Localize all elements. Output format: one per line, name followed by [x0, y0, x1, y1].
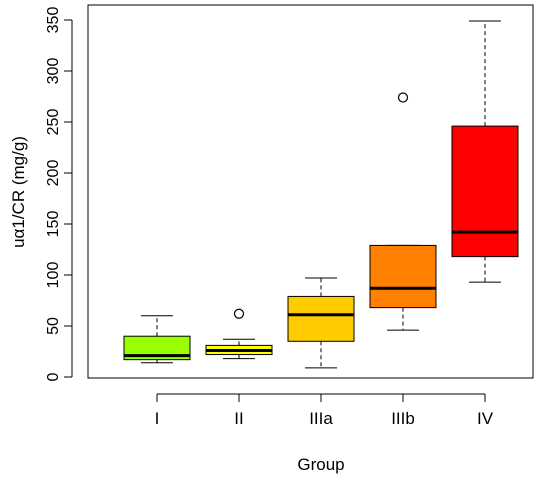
outlier-point — [233, 308, 245, 319]
box-body — [451, 125, 519, 258]
y-axis-label: uα1/CR (mg/g) — [9, 136, 28, 248]
boxes — [123, 20, 519, 369]
box-body — [123, 335, 191, 361]
box-IV — [451, 20, 519, 283]
y-tick-label: 300 — [45, 58, 62, 85]
x-tick-label: IV — [477, 409, 494, 428]
y-tick-label: 350 — [45, 7, 62, 34]
y-tick-label: 0 — [45, 372, 62, 381]
x-tick-label: I — [155, 409, 160, 428]
y-tick-label: 100 — [45, 262, 62, 289]
box-body — [369, 244, 437, 309]
x-tick-label: IIIa — [309, 409, 333, 428]
x-axis: I II IIIa IIIb IV — [155, 393, 494, 428]
y-axis: 0 50 100 150 200 250 300 350 — [45, 7, 73, 381]
x-tick-label: IIIb — [391, 409, 415, 428]
box-IIIa — [287, 277, 355, 369]
box-IIIb — [369, 92, 437, 331]
y-tick-label: 150 — [45, 211, 62, 238]
y-tick-label: 250 — [45, 109, 62, 136]
box-II — [205, 308, 273, 360]
plot-frame — [87, 4, 534, 379]
box-I — [123, 315, 191, 364]
y-tick-label: 50 — [45, 317, 62, 335]
box-body — [287, 295, 355, 342]
y-tick-label: 200 — [45, 160, 62, 187]
outlier-point — [397, 92, 409, 103]
x-tick-label: II — [234, 409, 243, 428]
x-axis-label: Group — [297, 455, 344, 474]
